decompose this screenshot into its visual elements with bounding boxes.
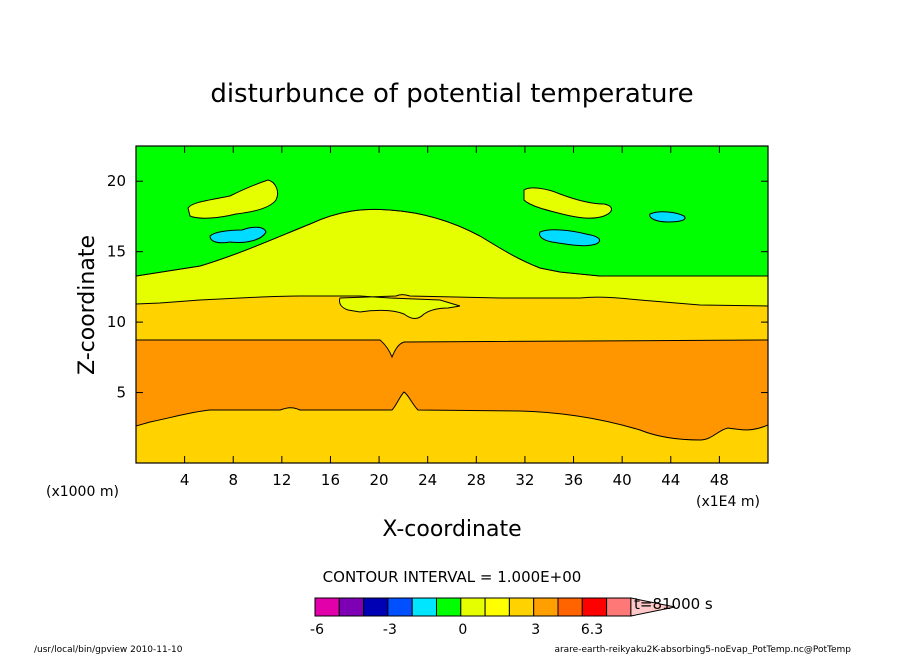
colorbar-swatch	[460, 597, 486, 617]
colorbar-tick-label: -3	[383, 622, 397, 638]
colorbar-swatch	[363, 597, 389, 617]
colorbar-swatch	[557, 597, 583, 617]
x-tick-label: 8	[228, 471, 238, 489]
x-tick-label: 36	[564, 471, 583, 489]
contour-patch-cool-1	[209, 226, 267, 244]
colorbar-swatch	[606, 597, 632, 617]
colorbar-swatch	[411, 597, 438, 617]
colorbar-tick-label: 0	[458, 622, 467, 638]
contour-fill-0-1	[136, 146, 768, 277]
y-tick-label: 15	[107, 243, 126, 261]
x-tick-label: 20	[370, 471, 389, 489]
colorbar-swatch	[508, 597, 535, 617]
x-tick-label: 28	[467, 471, 486, 489]
time-label: t=81000 s	[634, 595, 713, 613]
contour-patch-cool-2	[539, 229, 601, 247]
footer-right: arare-earth-reikyaku2K-absorbing5-noEvap…	[554, 645, 851, 654]
contour-patch-warm-2	[523, 187, 612, 219]
colorbar-swatch	[338, 597, 365, 617]
colorbar-swatch	[314, 597, 340, 617]
colorbar-swatch	[533, 597, 559, 617]
contour-patch-warm-1	[187, 179, 279, 219]
y-axis-label: Z-coordinate	[75, 235, 100, 375]
colorbar	[314, 597, 676, 617]
x-unit-note: (x1E4 m)	[696, 494, 760, 510]
colorbar-labels: -6 -3 0 3 6.3	[310, 622, 603, 638]
x-tick-label: 32	[515, 471, 534, 489]
colorbar-tick-label: -6	[310, 622, 324, 638]
plot-frame	[135, 145, 769, 464]
colorbar-swatch	[484, 597, 510, 617]
x-tick-label: 4	[180, 471, 190, 489]
x-axis-label: X-coordinate	[382, 517, 521, 542]
x-tick-label: 48	[710, 471, 729, 489]
colorbar-tick-label: 3	[531, 622, 540, 638]
contour-fill-3-4	[136, 339, 768, 441]
x-tick-label: 44	[661, 471, 680, 489]
x-ticks: 4 8 12 16 20 24 28 32 36 40 44 48	[180, 146, 729, 489]
x-tick-label: 12	[272, 471, 291, 489]
colorbar-extend-arrow	[630, 597, 676, 617]
chart-title: disturbunce of potential temperature	[210, 79, 693, 109]
x-tick-label: 24	[418, 471, 437, 489]
y-tick-label: 20	[107, 172, 126, 190]
footer-left: /usr/local/bin/gpview 2010-11-10	[34, 645, 183, 654]
colorbar-swatch	[581, 597, 608, 617]
x-tick-label: 16	[321, 471, 340, 489]
x-tick-label: 40	[613, 471, 632, 489]
colorbar-swatch	[436, 597, 462, 617]
y-tick-label: 5	[116, 384, 126, 402]
y-tick-label: 10	[107, 313, 126, 331]
y-unit-note: (x1000 m)	[46, 484, 119, 500]
colorbar-swatch	[387, 597, 413, 617]
y-ticks: 5 10 15 20	[107, 172, 768, 402]
contour-patch-cool-3	[649, 211, 686, 223]
colorbar-tick-label: 6.3	[581, 622, 603, 638]
contour-interval-label: CONTOUR INTERVAL = 1.000E+00	[323, 568, 582, 586]
